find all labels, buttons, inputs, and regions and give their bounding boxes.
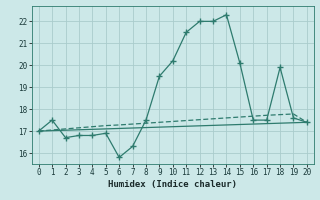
X-axis label: Humidex (Indice chaleur): Humidex (Indice chaleur) — [108, 180, 237, 189]
